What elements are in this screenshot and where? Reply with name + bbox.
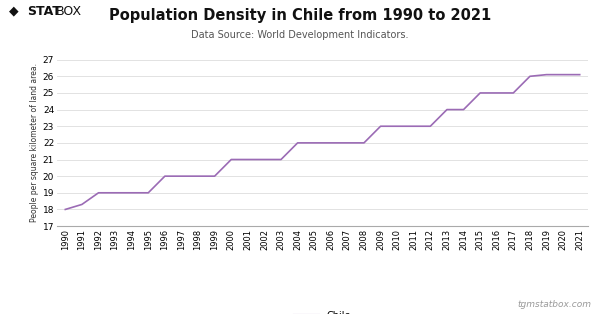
Text: ◆: ◆ (9, 5, 19, 18)
Text: Population Density in Chile from 1990 to 2021: Population Density in Chile from 1990 to… (109, 8, 491, 23)
Text: STAT: STAT (27, 5, 61, 18)
Legend: Chile: Chile (290, 307, 355, 314)
Text: Data Source: World Development Indicators.: Data Source: World Development Indicator… (191, 30, 409, 40)
Text: tgmstatbox.com: tgmstatbox.com (517, 300, 591, 309)
Y-axis label: People per square kilometer of land area.: People per square kilometer of land area… (29, 63, 38, 222)
Text: BOX: BOX (56, 5, 82, 18)
